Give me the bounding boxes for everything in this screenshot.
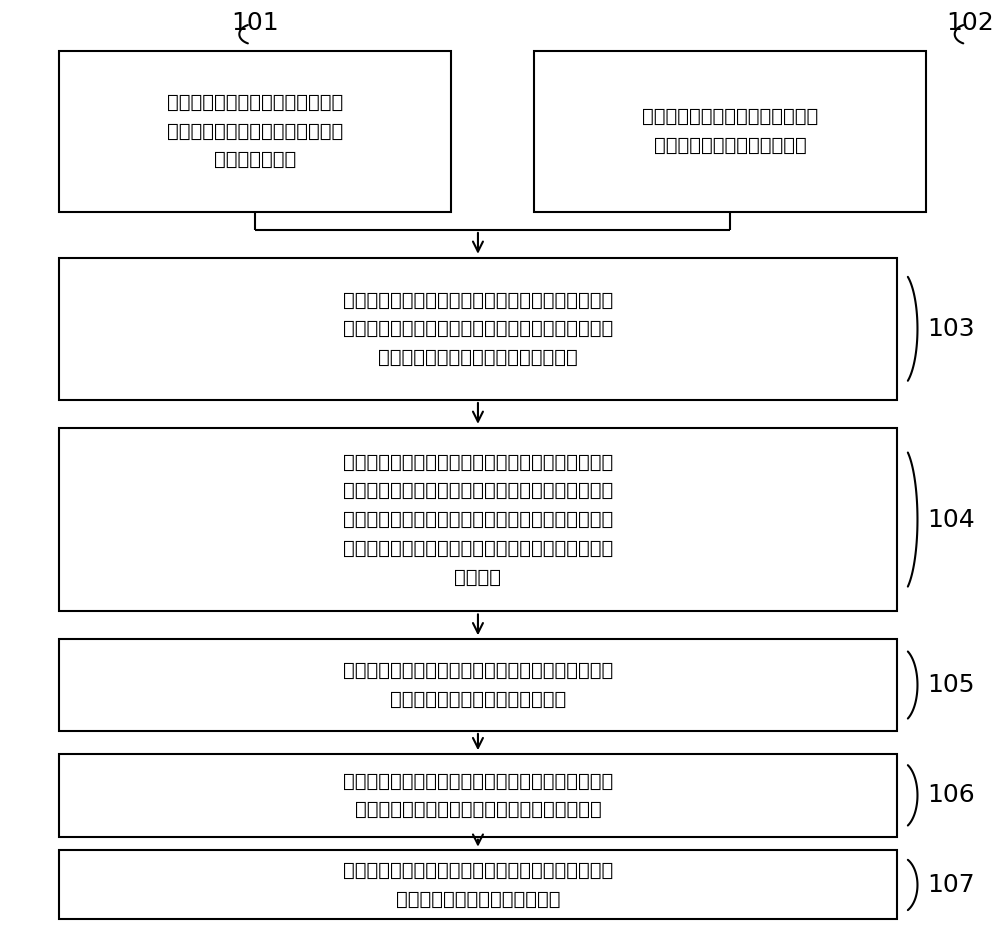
Bar: [59, 258, 897, 401]
Text: 对目标管道位置处的目标管壁内径
进行检测，得到目标管壁内径: 对目标管道位置处的目标管壁内径 进行检测，得到目标管壁内径: [642, 107, 818, 155]
Text: 101: 101: [231, 11, 279, 35]
Bar: [59, 428, 897, 612]
Text: 获取管道预装数据，管道预装数据
中包括预装管壁内径、预装管壁厚
度以及管道位置: 获取管道预装数据，管道预装数据 中包括预装管壁内径、预装管壁厚 度以及管道位置: [167, 93, 343, 170]
Text: 根据管道预装数据、目标管壁内径和目标管壁厚度确
定目标管道位置处的第一变形程度: 根据管道预装数据、目标管壁内径和目标管壁厚度确 定目标管道位置处的第一变形程度: [343, 661, 613, 709]
Text: 当目标管壁内径与预装管壁内径之间的差值大于预设
阈值时，对目标管道位置处的管壁厚度进行检测，得
到目标管道位置处的所述目标管壁厚度: 当目标管壁内径与预装管壁内径之间的差值大于预设 阈值时，对目标管道位置处的管壁厚…: [343, 291, 613, 367]
Bar: [59, 639, 897, 731]
Bar: [534, 51, 926, 212]
Bar: [59, 851, 897, 919]
Text: 105: 105: [927, 673, 975, 697]
Text: 107: 107: [927, 873, 975, 897]
Text: 102: 102: [947, 11, 994, 35]
Text: 当第一变形程度和第二变形程度的比值大于预设比值
时，对目标管道位置处进行标注: 当第一变形程度和第二变形程度的比值大于预设比值 时，对目标管道位置处进行标注: [343, 861, 613, 909]
Bar: [59, 754, 897, 837]
Text: 106: 106: [927, 783, 975, 808]
Text: 104: 104: [927, 507, 975, 532]
Text: 显示数据比对界面，数据比对界面中包括预装管壁内
径、目标管壁内径、预装管壁厚度和目标管壁厚度，
数据比对界面用于对目标管壁内径与预装管壁内径进
行对比展示，并对: 显示数据比对界面，数据比对界面中包括预装管壁内 径、目标管壁内径、预装管壁厚度和…: [343, 452, 613, 586]
Text: 103: 103: [927, 317, 975, 340]
Bar: [59, 51, 451, 212]
Text: 根据目标管道位置处所运输的目标液体的液体属性以
及环境因素确定目标管道位置处的第二变形程度: 根据目标管道位置处所运输的目标液体的液体属性以 及环境因素确定目标管道位置处的第…: [343, 771, 613, 819]
